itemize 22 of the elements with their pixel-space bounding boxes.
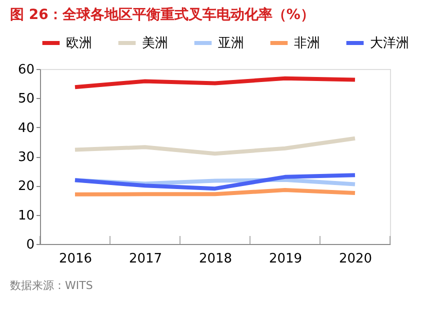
legend-label: 美洲 [142, 35, 168, 51]
x-tick-label: 2019 [268, 252, 302, 266]
x-tick-label: 2016 [58, 252, 92, 266]
x-tick-label: 2017 [128, 252, 162, 266]
line-series [73, 173, 357, 191]
legend-label: 非洲 [294, 36, 320, 51]
legend-label: 亚洲 [218, 36, 244, 51]
line-series [73, 76, 357, 90]
line-series [73, 136, 357, 156]
y-tick-label: 0 [26, 238, 34, 252]
x-tick-label: 2018 [198, 252, 232, 266]
y-tick-label: 50 [18, 92, 34, 107]
y-tick-label: 60 [18, 62, 34, 78]
chart-title: 图 26：全球各地区平衡重式叉车电动化率（%） [10, 6, 314, 23]
y-tick-label: 10 [18, 208, 34, 224]
source-note: 数据来源：WITS [10, 279, 93, 292]
y-tick-label: 30 [18, 150, 34, 165]
x-tick-label: 2020 [338, 252, 372, 266]
legend-label: 欧洲 [66, 36, 92, 51]
y-tick-label: 40 [18, 120, 34, 136]
legend-label: 大洋洲 [370, 36, 409, 51]
y-tick-label: 20 [18, 179, 34, 194]
